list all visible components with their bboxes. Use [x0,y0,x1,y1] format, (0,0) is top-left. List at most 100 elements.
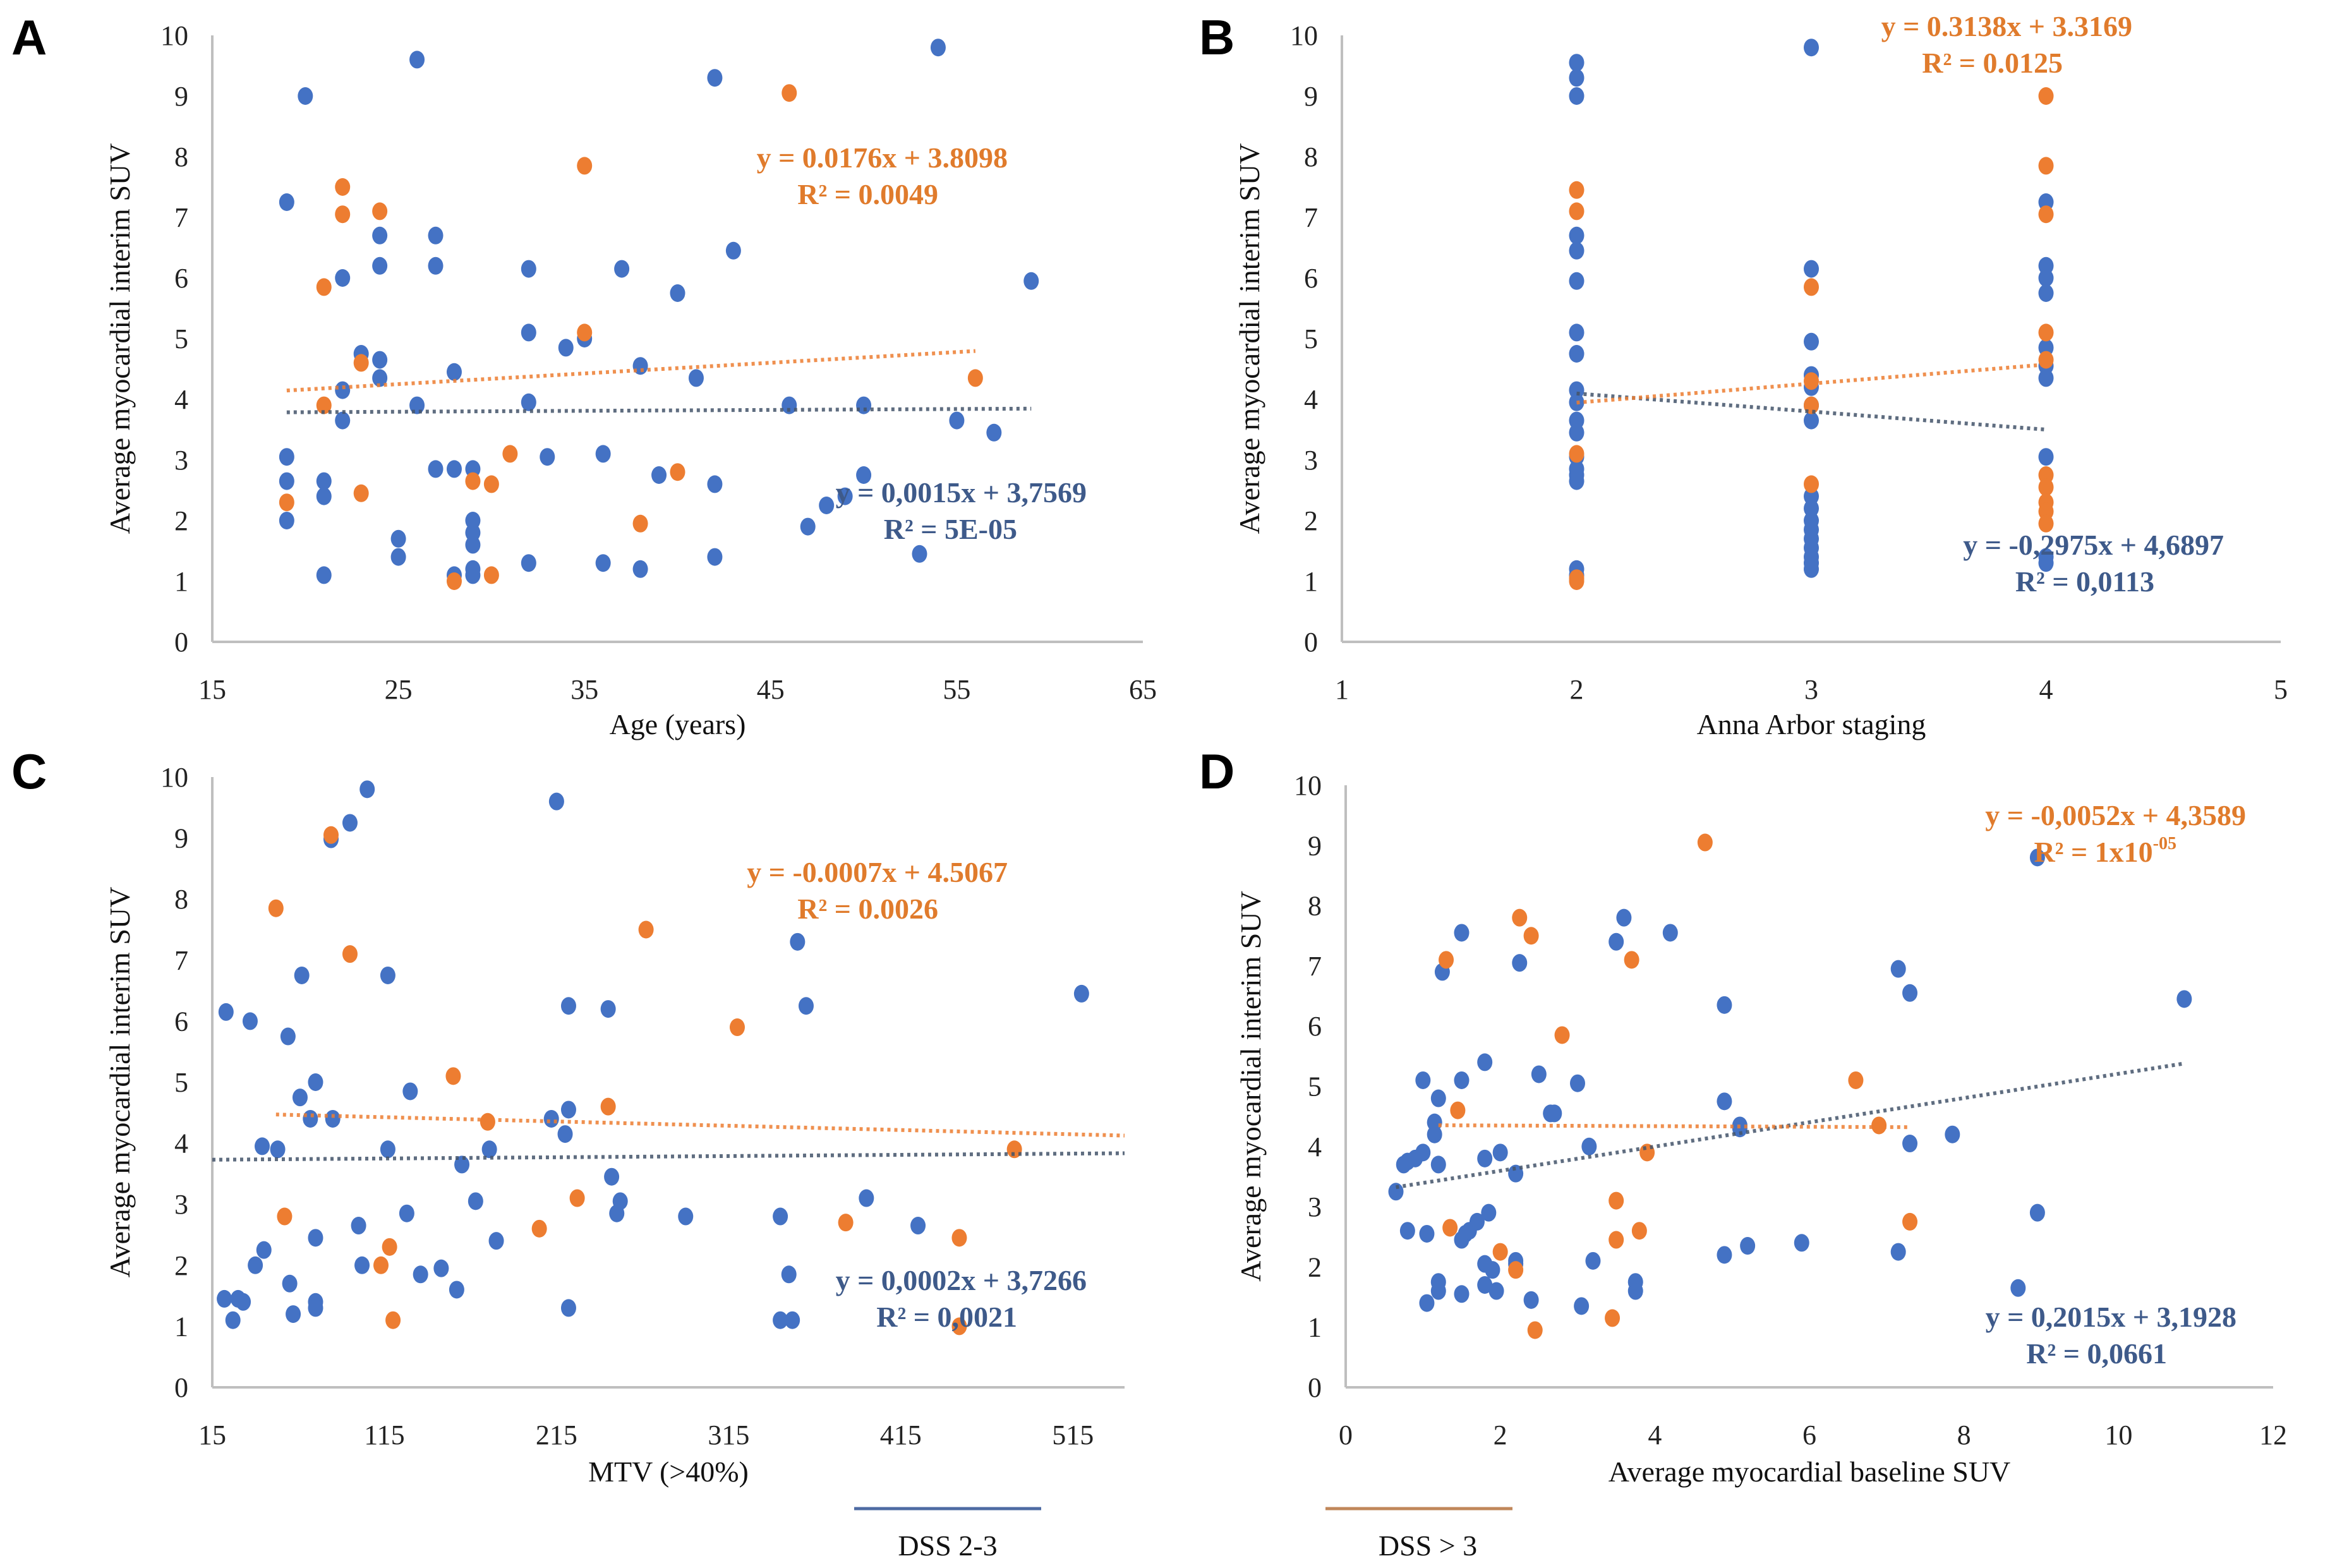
y-tick-label: 3 [1304,445,1318,476]
data-point [2038,87,2054,105]
data-point [819,497,835,514]
y-tick-label: 3 [1308,1191,1322,1222]
data-point [342,814,358,832]
data-point [1569,181,1585,199]
data-point [1804,332,1819,351]
y-tick-label: 0 [1304,627,1318,658]
x-tick-label: 415 [880,1420,922,1450]
data-point [967,369,983,387]
data-point [1609,1191,1624,1210]
data-point [316,472,332,490]
data-point [1399,1222,1415,1240]
y-axis-title-a: Average myocardial interim SUV [104,143,136,534]
data-point [1569,54,1585,72]
data-point [790,932,806,951]
panel-letter-c: C [11,744,47,799]
y-tick-label: 0 [1308,1372,1322,1403]
y-tick-label: 2 [174,505,188,536]
trend-equation-dss-gt-3-b: y = 0.3138x + 3.3169 [1881,10,2132,42]
data-point [445,1067,461,1085]
data-point [912,545,927,563]
data-point [1804,487,1819,505]
y-tick-label: 1 [174,1311,188,1342]
y-tick-label: 1 [1304,566,1318,597]
trendline-dss-gt-3-c [275,1113,1125,1138]
data-point [951,1317,967,1336]
data-point [531,1219,547,1238]
x-tick-label: 6 [1802,1420,1816,1450]
y-tick-label: 9 [174,81,188,112]
data-point [632,560,648,578]
data-point [218,1003,234,1021]
y-tick-label: 6 [174,263,188,294]
y-tick-label: 10 [160,762,188,793]
data-point [1430,1089,1446,1107]
data-point [2038,205,2054,224]
y-tick-label: 4 [174,384,188,415]
data-point [1569,423,1585,442]
data-point [279,493,294,512]
data-point [323,826,339,844]
data-point [225,1311,241,1329]
series-dss-gt-3-d [1439,833,1918,1339]
x-tick-label: 215 [536,1420,577,1450]
data-point [280,1027,296,1046]
data-point [782,396,797,414]
y-tick-label: 2 [1304,505,1318,536]
data-point [399,1204,414,1222]
y-tick-label: 1 [1308,1312,1322,1343]
data-point [1569,226,1585,244]
data-point [2010,1279,2026,1297]
trend-equation-dss-2-3-a: y = 0,0015x + 3,7569 [836,476,1087,509]
x-tick-label: 25 [385,674,413,705]
data-point [1902,1212,1918,1231]
data-point [1569,381,1585,399]
data-point [1848,1071,1864,1089]
data-point [949,411,965,430]
data-point [1569,202,1585,220]
data-point [316,487,332,505]
data-point [481,1140,497,1159]
data-point [930,39,946,57]
y-tick-label: 8 [1304,142,1318,172]
x-tick-label: 0 [1339,1420,1353,1450]
data-point [325,1109,341,1128]
data-point [335,205,351,224]
data-point [729,1018,745,1037]
data-point [483,475,499,493]
data-point [217,1289,232,1308]
data-point [465,536,481,554]
data-point [521,554,536,572]
y-tick-label: 7 [174,945,188,976]
y-tick-label: 5 [174,323,188,354]
x-tick-label: 115 [364,1420,404,1450]
y-axis-title-b: Average myocardial interim SUV [1233,143,1265,534]
y-tick-label: 3 [174,1189,188,1220]
data-point [678,1207,694,1226]
data-point [335,269,351,287]
trend-r2-dss-2-3-d: R² = 0,0661 [2026,1337,2167,1370]
x-tick-label: 8 [1957,1420,1971,1450]
data-point [1609,1231,1624,1249]
data-point [1454,1285,1470,1303]
data-point [2038,339,2054,357]
data-point [707,475,723,493]
data-point [1804,260,1819,278]
data-point [372,226,388,244]
data-point [558,339,574,357]
data-point [465,524,481,542]
data-point [707,69,723,87]
data-point [335,411,351,430]
data-point [651,466,667,484]
data-point [1415,1071,1431,1089]
data-point [1717,1092,1732,1111]
data-point [1419,1294,1435,1312]
data-point [483,566,499,584]
data-point [2038,448,2054,466]
series-dss-gt-3-c [268,826,1022,1336]
x-tick-label: 15 [198,1420,226,1450]
trend-r2-dss-gt-3-c: R² = 0.0026 [797,893,938,925]
data-point [298,87,313,105]
data-point [2038,502,2054,521]
